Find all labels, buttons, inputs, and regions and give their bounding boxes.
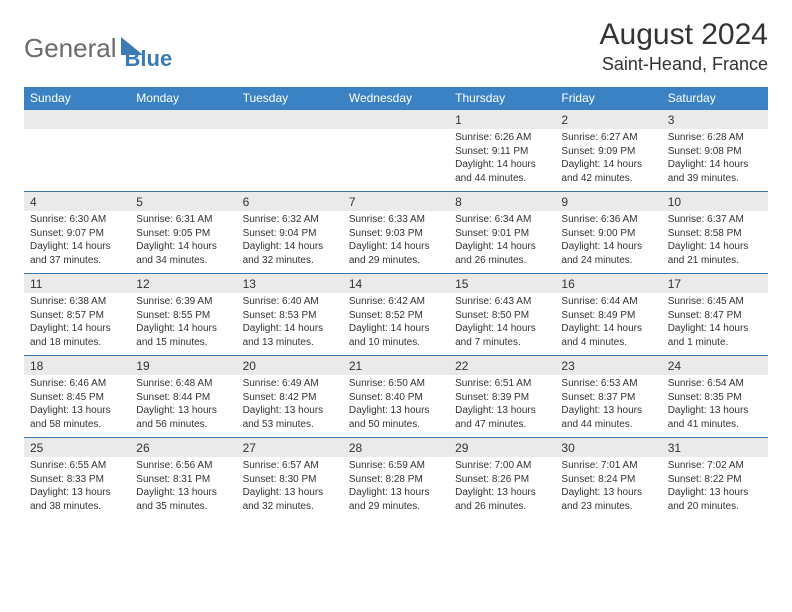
- info-row: Sunrise: 6:55 AM Sunset: 8:33 PM Dayligh…: [24, 457, 768, 519]
- date-cell: 21: [343, 356, 449, 376]
- date-cell: 23: [555, 356, 661, 376]
- date-cell: 13: [237, 274, 343, 294]
- date-cell: 17: [662, 274, 768, 294]
- info-cell: Sunrise: 6:27 AM Sunset: 9:09 PM Dayligh…: [555, 129, 661, 192]
- title-block: August 2024 Saint-Heand, France: [600, 18, 768, 75]
- date-cell: 15: [449, 274, 555, 294]
- info-cell: Sunrise: 6:31 AM Sunset: 9:05 PM Dayligh…: [130, 211, 236, 274]
- date-cell: 11: [24, 274, 130, 294]
- day-of-week-header: Tuesday: [237, 87, 343, 110]
- info-cell: Sunrise: 6:55 AM Sunset: 8:33 PM Dayligh…: [24, 457, 130, 519]
- info-cell: Sunrise: 6:45 AM Sunset: 8:47 PM Dayligh…: [662, 293, 768, 356]
- location: Saint-Heand, France: [600, 54, 768, 75]
- date-cell: [24, 110, 130, 130]
- info-cell: [343, 129, 449, 192]
- date-cell: [343, 110, 449, 130]
- calendar-page: General Blue August 2024 Saint-Heand, Fr…: [0, 0, 792, 537]
- info-cell: Sunrise: 6:48 AM Sunset: 8:44 PM Dayligh…: [130, 375, 236, 438]
- info-cell: Sunrise: 7:01 AM Sunset: 8:24 PM Dayligh…: [555, 457, 661, 519]
- date-cell: 10: [662, 192, 768, 212]
- date-cell: 12: [130, 274, 236, 294]
- info-cell: [24, 129, 130, 192]
- date-row: 18192021222324: [24, 356, 768, 376]
- day-of-week-header: Saturday: [662, 87, 768, 110]
- info-row: Sunrise: 6:38 AM Sunset: 8:57 PM Dayligh…: [24, 293, 768, 356]
- info-cell: Sunrise: 6:57 AM Sunset: 8:30 PM Dayligh…: [237, 457, 343, 519]
- info-cell: Sunrise: 6:44 AM Sunset: 8:49 PM Dayligh…: [555, 293, 661, 356]
- date-cell: 20: [237, 356, 343, 376]
- date-row: 25262728293031: [24, 438, 768, 458]
- date-cell: 19: [130, 356, 236, 376]
- date-cell: 4: [24, 192, 130, 212]
- day-of-week-header: Sunday: [24, 87, 130, 110]
- info-cell: Sunrise: 6:34 AM Sunset: 9:01 PM Dayligh…: [449, 211, 555, 274]
- brand-word2: Blue: [125, 46, 173, 72]
- day-of-week-row: SundayMondayTuesdayWednesdayThursdayFrid…: [24, 87, 768, 110]
- month-title: August 2024: [600, 18, 768, 52]
- brand-logo: General Blue: [24, 24, 172, 72]
- date-cell: 22: [449, 356, 555, 376]
- info-cell: Sunrise: 6:33 AM Sunset: 9:03 PM Dayligh…: [343, 211, 449, 274]
- header: General Blue August 2024 Saint-Heand, Fr…: [24, 18, 768, 75]
- date-cell: 31: [662, 438, 768, 458]
- date-cell: 26: [130, 438, 236, 458]
- info-cell: Sunrise: 6:36 AM Sunset: 9:00 PM Dayligh…: [555, 211, 661, 274]
- info-cell: Sunrise: 6:54 AM Sunset: 8:35 PM Dayligh…: [662, 375, 768, 438]
- info-row: Sunrise: 6:30 AM Sunset: 9:07 PM Dayligh…: [24, 211, 768, 274]
- date-cell: 1: [449, 110, 555, 130]
- date-cell: [237, 110, 343, 130]
- info-cell: Sunrise: 6:53 AM Sunset: 8:37 PM Dayligh…: [555, 375, 661, 438]
- info-cell: Sunrise: 6:46 AM Sunset: 8:45 PM Dayligh…: [24, 375, 130, 438]
- info-cell: Sunrise: 6:32 AM Sunset: 9:04 PM Dayligh…: [237, 211, 343, 274]
- info-cell: Sunrise: 6:39 AM Sunset: 8:55 PM Dayligh…: [130, 293, 236, 356]
- day-of-week-header: Wednesday: [343, 87, 449, 110]
- info-cell: Sunrise: 6:26 AM Sunset: 9:11 PM Dayligh…: [449, 129, 555, 192]
- date-cell: 7: [343, 192, 449, 212]
- info-cell: Sunrise: 6:50 AM Sunset: 8:40 PM Dayligh…: [343, 375, 449, 438]
- info-cell: Sunrise: 6:59 AM Sunset: 8:28 PM Dayligh…: [343, 457, 449, 519]
- brand-word1: General: [24, 33, 117, 64]
- date-cell: [130, 110, 236, 130]
- info-cell: Sunrise: 6:43 AM Sunset: 8:50 PM Dayligh…: [449, 293, 555, 356]
- info-cell: [237, 129, 343, 192]
- date-cell: 8: [449, 192, 555, 212]
- date-cell: 29: [449, 438, 555, 458]
- date-cell: 25: [24, 438, 130, 458]
- info-cell: Sunrise: 6:56 AM Sunset: 8:31 PM Dayligh…: [130, 457, 236, 519]
- date-cell: 27: [237, 438, 343, 458]
- date-cell: 6: [237, 192, 343, 212]
- date-cell: 18: [24, 356, 130, 376]
- day-of-week-header: Friday: [555, 87, 661, 110]
- date-cell: 30: [555, 438, 661, 458]
- date-cell: 5: [130, 192, 236, 212]
- info-cell: Sunrise: 6:40 AM Sunset: 8:53 PM Dayligh…: [237, 293, 343, 356]
- info-cell: Sunrise: 6:38 AM Sunset: 8:57 PM Dayligh…: [24, 293, 130, 356]
- calendar-table: SundayMondayTuesdayWednesdayThursdayFrid…: [24, 87, 768, 519]
- date-cell: 14: [343, 274, 449, 294]
- date-row: 45678910: [24, 192, 768, 212]
- date-cell: 3: [662, 110, 768, 130]
- day-of-week-header: Thursday: [449, 87, 555, 110]
- info-cell: Sunrise: 6:49 AM Sunset: 8:42 PM Dayligh…: [237, 375, 343, 438]
- info-cell: Sunrise: 6:28 AM Sunset: 9:08 PM Dayligh…: [662, 129, 768, 192]
- date-cell: 2: [555, 110, 661, 130]
- date-cell: 28: [343, 438, 449, 458]
- date-row: 123: [24, 110, 768, 130]
- info-cell: [130, 129, 236, 192]
- info-cell: Sunrise: 6:51 AM Sunset: 8:39 PM Dayligh…: [449, 375, 555, 438]
- info-cell: Sunrise: 6:42 AM Sunset: 8:52 PM Dayligh…: [343, 293, 449, 356]
- date-row: 11121314151617: [24, 274, 768, 294]
- date-cell: 9: [555, 192, 661, 212]
- info-cell: Sunrise: 6:37 AM Sunset: 8:58 PM Dayligh…: [662, 211, 768, 274]
- info-cell: Sunrise: 7:00 AM Sunset: 8:26 PM Dayligh…: [449, 457, 555, 519]
- info-row: Sunrise: 6:26 AM Sunset: 9:11 PM Dayligh…: [24, 129, 768, 192]
- info-cell: Sunrise: 7:02 AM Sunset: 8:22 PM Dayligh…: [662, 457, 768, 519]
- date-cell: 16: [555, 274, 661, 294]
- info-cell: Sunrise: 6:30 AM Sunset: 9:07 PM Dayligh…: [24, 211, 130, 274]
- info-row: Sunrise: 6:46 AM Sunset: 8:45 PM Dayligh…: [24, 375, 768, 438]
- date-cell: 24: [662, 356, 768, 376]
- day-of-week-header: Monday: [130, 87, 236, 110]
